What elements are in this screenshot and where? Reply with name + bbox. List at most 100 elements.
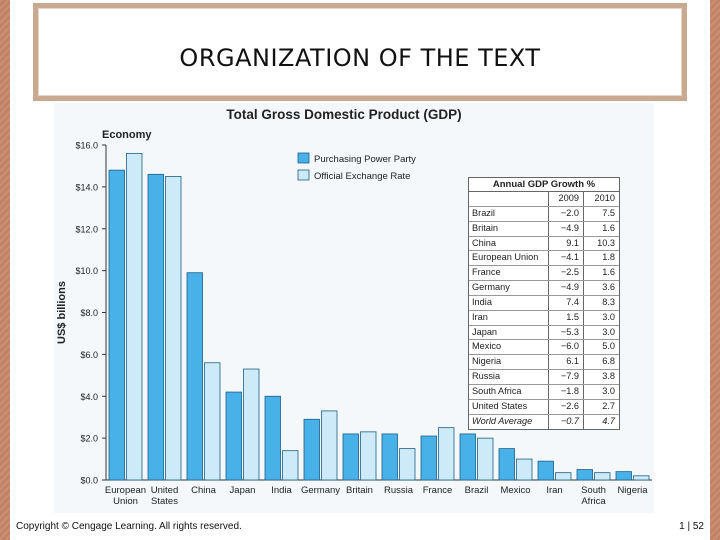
bar-ppp [537,460,554,481]
bar-exchange-rate [360,431,377,481]
bar-exchange-rate [282,450,299,481]
growth-table-country: Mexico [469,340,549,355]
growth-table-country: Britain [469,221,549,236]
x-tick-label: Germany [301,485,340,496]
copyright-footer: Copyright © Cengage Learning. All rights… [16,521,242,532]
x-tick-label: China [191,485,217,496]
y-tick-label: $8.0 [80,308,98,318]
growth-table-value: −4.9 [549,221,584,236]
growth-table-country: European Union [469,251,549,266]
growth-table-value: −7.9 [549,370,584,384]
bar-exchange-rate [204,362,221,481]
y-tick-label: $2.0 [80,434,98,444]
growth-table-value: −2.5 [549,266,584,281]
x-tick-label: Nigeria [617,485,648,496]
legend-swatch [297,169,310,181]
growth-table-value: 3.0 [602,326,615,337]
growth-table-value: 1.8 [602,252,615,263]
growth-table-country: India [469,295,549,310]
growth-table-value: 9.1 [549,236,584,251]
growth-table-value: −0.7 [549,414,584,429]
bar-ppp [147,173,164,481]
growth-table-header-cell: 2009 [549,192,584,206]
growth-table-value: 7.5 [602,207,615,218]
growth-table-value: −5.3 [549,325,584,340]
bar-exchange-rate [633,475,650,481]
growth-table-value: 3.0 [602,385,615,396]
growth-table-value: 5.0 [602,341,615,352]
chart-ylabel: US$ billions [56,281,68,344]
x-tick-label: States [151,496,178,507]
bar-ppp [342,433,359,481]
growth-table-value: 1.5 [549,310,584,325]
bar-exchange-rate [438,427,455,481]
x-tick-label: India [271,485,292,496]
growth-table-value: −2.6 [549,399,584,414]
growth-table-country: Nigeria [469,355,549,370]
growth-table-row: Nigeria 6.1 6.8 [469,355,619,371]
y-tick-label: $6.0 [80,350,98,360]
bar-ppp [498,448,515,481]
y-tick-label: $10.0 [75,266,98,276]
growth-table-row: Britain −4.9 1.6 [469,221,619,237]
y-tick-label: $14.0 [75,182,98,192]
x-tick-label: Africa [581,496,606,507]
growth-table-value: −2.0 [549,206,584,221]
title-frame: ORGANIZATION OF THE TEXT [33,3,687,101]
bar-exchange-rate [126,152,143,481]
chart-title: Total Gross Domestic Product (GDP) [226,107,461,122]
bar-ppp [264,395,281,481]
bar-ppp [615,471,632,481]
growth-table-body: 2009 2010 Brazil −2.0 7.5 Britain −4.9 1.6 China… [469,192,619,429]
bar-exchange-rate [243,368,260,481]
growth-table-value: 8.3 [602,296,615,307]
growth-table-header-row: 2009 2010 [469,192,619,207]
growth-table-country: Brazil [469,206,549,221]
slide-title: ORGANIZATION OF THE TEXT [179,44,541,72]
bar-exchange-rate [321,410,338,481]
bar-exchange-rate [165,176,182,481]
growth-table-value: 3.6 [602,282,615,293]
y-tick-label: $12.0 [75,224,98,234]
growth-table-value: 1.6 [602,222,615,233]
growth-table-row: Japan −5.3 3.0 [469,325,619,341]
growth-table-country: China [469,236,549,251]
bar-ppp [225,391,242,481]
growth-table-value: 4.7 [602,415,615,426]
growth-table-value: 3.0 [602,311,615,322]
growth-table-header-cell: 2010 [594,193,615,203]
growth-table-row: India 7.4 8.3 [469,295,619,311]
growth-table-value: 2.7 [602,400,615,411]
growth-table-row: Germany −4.9 3.6 [469,281,619,296]
bar-ppp [576,469,593,481]
bar-exchange-rate [516,458,533,481]
x-tick-label: Brazil [465,485,489,496]
x-tick-label: United [151,485,178,496]
growth-table-value: 3.8 [602,371,615,382]
x-tick-label: Britain [346,485,373,496]
bar-ppp [459,433,476,481]
growth-table-value: 1.6 [602,267,615,278]
bar-exchange-rate [477,437,494,481]
bar-exchange-rate [555,472,572,481]
growth-table-row: Mexico −6.0 5.0 [469,340,619,356]
bar-ppp [108,169,125,481]
growth-table-title: Annual GDP Growth % [469,178,619,192]
growth-table-country: United States [469,399,549,414]
legend-swatch [297,152,310,164]
bar-ppp [186,272,203,481]
growth-table-country: World Average [469,414,549,429]
growth-table-value: −1.8 [549,384,584,399]
x-tick-label: Russia [384,485,414,496]
growth-table-country: Iran [469,310,549,325]
growth-table-row: France −2.5 1.6 [469,266,619,282]
growth-table-row: World Average −0.7 4.7 [469,414,619,429]
growth-table-row: Brazil −2.0 7.5 [469,206,619,222]
growth-table-value: −4.1 [549,251,584,266]
x-tick-label: European [105,485,146,496]
y-tick-label: $4.0 [80,392,98,402]
bar-ppp [420,435,437,481]
bar-ppp [381,433,398,481]
x-tick-label: France [423,485,453,496]
growth-table-row: Iran 1.5 3.0 [469,310,619,326]
